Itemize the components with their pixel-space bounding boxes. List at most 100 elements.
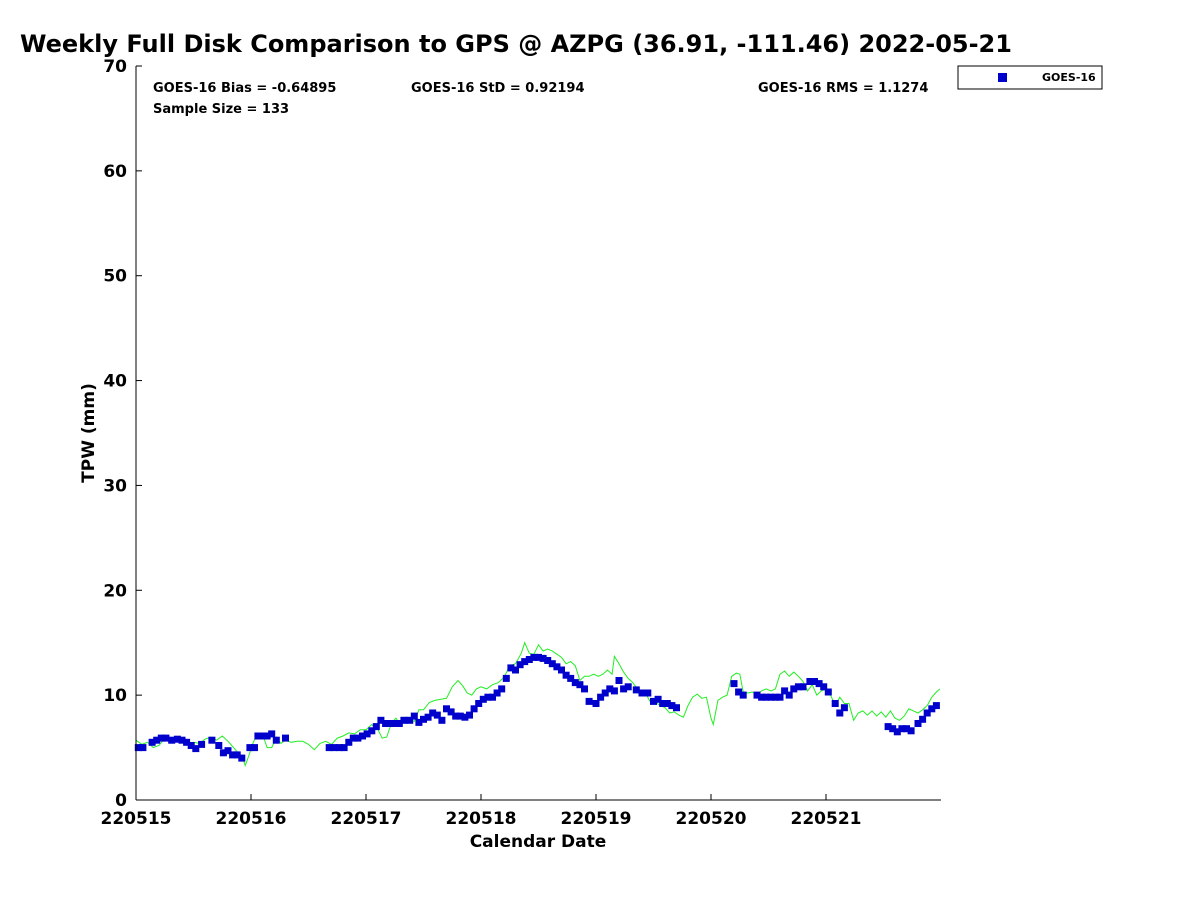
data-point [739,691,747,699]
data-point [659,700,667,707]
data-point [443,705,450,713]
data-point [644,689,652,697]
data-point [776,693,784,701]
data-point [762,693,770,701]
data-point [168,736,176,744]
data-point [539,654,547,662]
data-point [771,693,779,701]
data-point [139,744,147,752]
data-point [215,742,223,749]
data-point [562,671,570,679]
x-tick-label: 220515 [101,809,172,829]
data-point [354,734,362,742]
data-point [178,736,186,744]
data-point [799,683,807,691]
data-point [932,702,940,710]
y-tick-label: 60 [103,162,127,182]
data-point [516,661,524,669]
stat-sample-size: Sample Size = 133 [153,102,289,117]
data-point [820,683,828,691]
data-point [535,653,542,661]
data-point [368,727,376,735]
data-point [400,716,408,724]
data-point [386,720,394,727]
data-point [382,720,390,727]
data-point [615,677,623,684]
data-point [470,705,478,713]
data-point [525,656,533,663]
data-point [512,666,519,674]
data-point [372,723,380,731]
data-point [815,680,823,688]
data-point [251,744,258,752]
data-point [208,736,216,744]
data-point [919,715,927,723]
data-point [359,732,366,740]
data-point [585,697,593,705]
data-point [246,744,254,752]
y-tick-label: 10 [103,686,127,706]
y-tick-label: 40 [103,372,127,392]
data-point [475,700,483,707]
data-point [340,744,348,752]
data-point [438,716,446,724]
data-point [781,687,789,695]
data-point [571,679,579,687]
data-point [507,664,515,672]
data-point [836,709,844,717]
data-point [638,689,646,697]
data-point [576,681,584,689]
x-tick-label: 220520 [676,809,747,829]
data-point [610,687,618,695]
x-tick-label: 220521 [791,809,862,829]
data-point [530,653,538,661]
data-point [406,716,414,724]
data-point [219,749,227,757]
data-point [923,709,931,717]
data-point [162,734,170,742]
legend: GOES-16 [957,65,1103,90]
data-point [489,693,496,701]
data-point [553,663,561,671]
data-point [753,691,761,699]
data-point [620,685,628,693]
data-point [410,712,418,720]
ticks-layer: 0 10 20 30 40 50 60 70 220515 220516 220517 220518 2… [101,57,862,829]
data-point [134,744,142,752]
x-tick-label: 220516 [216,809,287,829]
legend-label: GOES-16 [1042,71,1096,84]
data-point [424,713,432,721]
data-point [148,738,156,746]
y-axis-label: TPW (mm) [79,383,99,483]
data-point [767,693,775,701]
data-point [914,720,922,727]
x-tick-label: 220518 [446,809,517,829]
data-point [840,704,848,712]
data-point [654,695,662,703]
data-point [415,718,423,726]
x-tick-label: 220519 [561,809,632,829]
x-axis-label: Calendar Date [470,832,607,852]
data-point [263,732,271,740]
data-point [558,666,565,674]
data-point [484,693,492,701]
data-point [581,685,588,693]
data-point [259,732,266,740]
data-point [831,700,839,707]
data-point [601,689,609,697]
stat-bias: GOES-16 Bias = -0.64895 [153,81,336,96]
data-point [461,713,469,721]
data-point [268,730,276,738]
series-layer [134,641,941,767]
data-point [395,720,403,727]
data-point [349,734,357,742]
data-point [466,711,473,719]
data-point [157,734,165,742]
data-point [498,685,506,693]
data-point [624,683,632,691]
data-point [735,688,743,696]
data-point [592,700,600,707]
stat-std: GOES-16 StD = 0.92194 [411,81,585,96]
data-point [811,678,818,685]
